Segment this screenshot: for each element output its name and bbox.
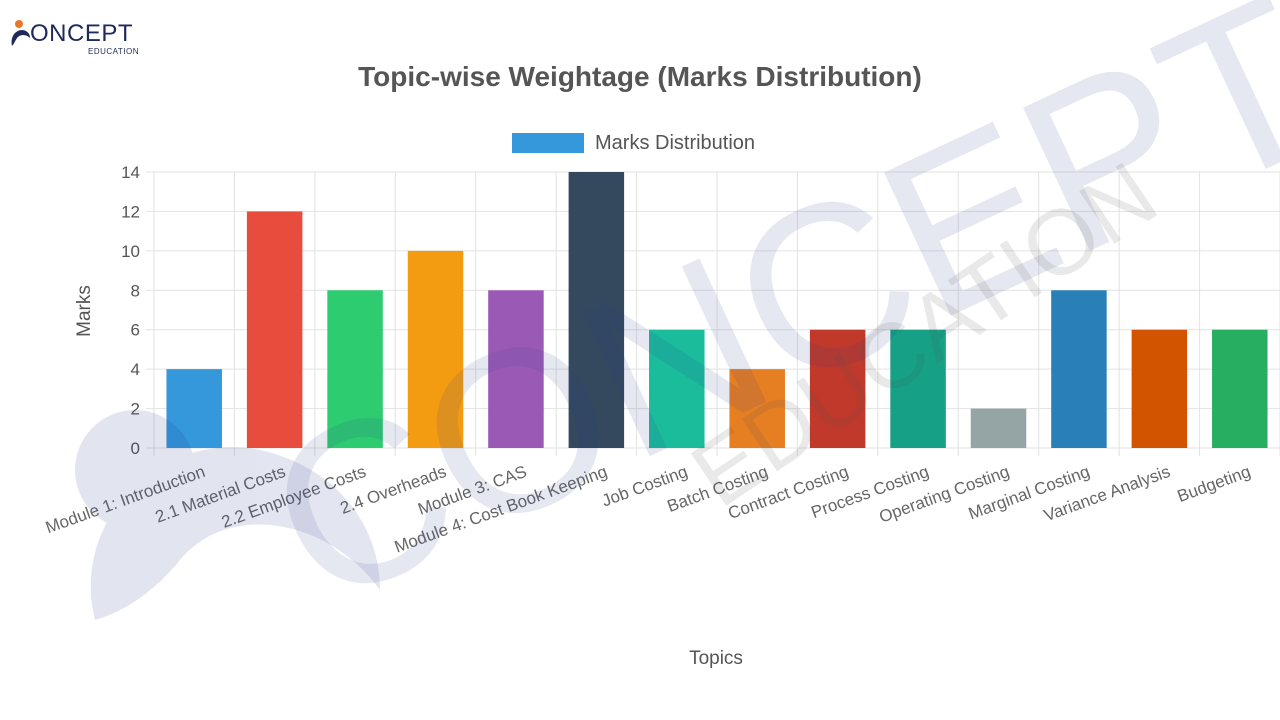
chart-title: Topic-wise Weightage (Marks Distribution… <box>358 61 922 92</box>
bar <box>327 290 383 448</box>
bar <box>1212 329 1268 448</box>
bar <box>649 329 705 448</box>
bars <box>166 172 1268 448</box>
bar <box>890 329 946 448</box>
x-axis-label: Topics <box>689 648 743 669</box>
bar <box>1051 290 1107 448</box>
legend-label: Marks Distribution <box>595 132 755 154</box>
bar <box>246 211 303 448</box>
logo-brand-text: ONCEPT <box>30 20 134 47</box>
legend-swatch <box>512 133 584 153</box>
y-tick-label: 6 <box>131 321 140 340</box>
bar <box>970 408 1027 448</box>
bar <box>166 369 222 448</box>
logo-mark-icon <box>11 20 30 46</box>
bar <box>407 250 464 448</box>
y-tick-label: 0 <box>131 439 140 458</box>
y-tick-label: 10 <box>121 242 140 261</box>
y-axis-label: Marks <box>74 285 95 337</box>
y-tick-label: 12 <box>121 202 140 221</box>
bar <box>809 329 866 448</box>
grid <box>146 171 1280 456</box>
logo-sub-text: EDUCATION <box>88 47 140 56</box>
y-axis-ticks: 0 2 4 6 8 10 12 14 <box>121 163 140 458</box>
bar <box>729 369 785 448</box>
bar <box>568 172 625 448</box>
y-tick-label: 2 <box>131 400 140 419</box>
y-tick-label: 8 <box>131 281 140 300</box>
legend: Marks Distribution <box>512 132 755 154</box>
y-tick-label: 4 <box>131 360 140 379</box>
brand-logo: ONCEPT EDUCATION <box>8 14 148 60</box>
y-tick-label: 14 <box>121 163 140 182</box>
bar <box>1131 329 1188 448</box>
x-tick-label: Budgeting <box>1175 462 1253 506</box>
bar <box>488 290 544 448</box>
